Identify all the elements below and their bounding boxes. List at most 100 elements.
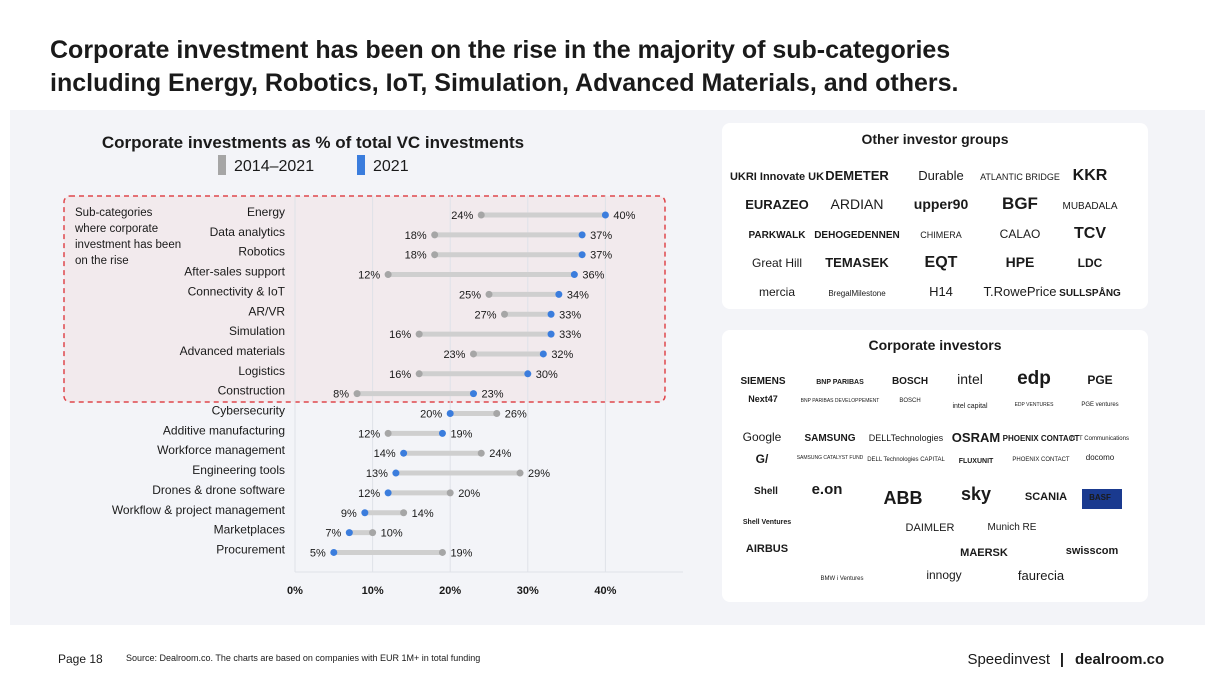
category-label: Drones & drone software <box>152 483 285 497</box>
investor-logo: FLUXUNIT <box>959 458 994 465</box>
value-label: 23% <box>443 349 465 361</box>
card-title: Other investor groups <box>861 131 1008 147</box>
investor-logo: sky <box>961 484 991 504</box>
page-number: Page 18 <box>58 652 103 666</box>
dot <box>384 271 392 279</box>
investor-logo: EDP VENTURES <box>1015 402 1054 408</box>
value-label: 25% <box>459 289 481 301</box>
x-tick-label: 10% <box>362 585 384 597</box>
investor-logo: EURAZEO <box>745 197 809 212</box>
investor-logo: CALAO <box>1000 227 1041 241</box>
investor-logo: SAMSUNG CATALYST FUND <box>797 455 864 461</box>
value-label: 27% <box>474 309 496 321</box>
source-note: Source: Dealroom.co. The charts are base… <box>126 653 480 663</box>
investor-logo: KKR <box>1073 167 1108 184</box>
investor-logo: ATLANTIC BRIDGE <box>980 172 1060 182</box>
investor-logo: DEMETER <box>825 168 889 183</box>
value-label: 24% <box>451 210 473 222</box>
dot <box>438 548 446 556</box>
investor-logo: MAERSK <box>960 547 1008 559</box>
value-label: 40% <box>613 210 635 222</box>
investor-logo: DEHOGEDENNEN <box>814 230 900 241</box>
value-label: 12% <box>358 488 380 500</box>
annotation: where corporate <box>74 223 158 235</box>
category-label: AR/VR <box>248 304 285 318</box>
value-label: 26% <box>505 409 527 421</box>
x-tick-label: 0% <box>287 585 303 597</box>
dot <box>570 271 578 279</box>
investor-logo: PHOENIX CONTACT <box>1003 434 1080 443</box>
dot <box>446 410 454 417</box>
investor-logo: Shell <box>754 486 778 497</box>
investor-logo: PGE <box>1087 373 1112 387</box>
legend-label: 2014–2021 <box>234 158 314 175</box>
investor-logo: ARDIAN <box>831 196 884 212</box>
value-label: 13% <box>366 468 388 480</box>
value-label: 36% <box>582 270 604 282</box>
investor-logo: MUBADALA <box>1062 201 1117 212</box>
value-label: 14% <box>412 508 434 520</box>
separator: | <box>1060 651 1064 668</box>
value-label: 18% <box>405 250 427 262</box>
dot <box>384 489 392 497</box>
category-label: Marketplaces <box>214 523 285 537</box>
investor-logo: PGE ventures <box>1081 402 1118 408</box>
investor-logo: intel capital <box>952 403 987 410</box>
value-label: 23% <box>481 389 503 401</box>
investor-logo: G/ <box>756 452 769 466</box>
category-label: Connectivity & IoT <box>188 284 286 298</box>
dot <box>516 469 524 477</box>
logo-box <box>1082 489 1122 509</box>
legend-swatch <box>357 155 365 175</box>
investor-logo: DELLTechnologies <box>869 433 944 443</box>
category-label: After-sales support <box>184 265 285 279</box>
investor-logo: PARKWALK <box>748 230 806 241</box>
dot <box>601 211 609 219</box>
investor-logo: BOSCH <box>899 398 920 404</box>
card-title: Corporate investors <box>868 337 1001 353</box>
value-label: 9% <box>341 508 357 520</box>
x-tick-label: 40% <box>594 585 616 597</box>
value-label: 7% <box>325 528 341 540</box>
category-label: Cybersecurity <box>212 404 285 418</box>
dot <box>353 390 361 398</box>
dot <box>361 509 369 517</box>
category-label: Workflow & project management <box>112 503 286 517</box>
dot <box>415 330 423 338</box>
value-label: 32% <box>551 349 573 361</box>
investor-logo: AIRBUS <box>746 543 788 555</box>
annotation: Sub-categories <box>75 207 153 219</box>
dot <box>469 390 477 398</box>
dot <box>547 310 555 318</box>
corporate-investors-card <box>722 330 1148 602</box>
investor-logo: docomo <box>1086 453 1115 462</box>
investor-logo: innogy <box>926 568 961 582</box>
investor-logo: LDC <box>1078 256 1103 270</box>
dot <box>578 231 586 239</box>
investor-logo: UKRI Innovate UK <box>730 171 824 183</box>
investor-logo: BNP PARIBAS <box>816 379 864 386</box>
investor-logo: BMW i Ventures <box>820 576 863 582</box>
dot <box>501 310 509 318</box>
dot <box>485 290 493 298</box>
investor-logo: DAIMLER <box>906 522 955 534</box>
category-label: Logistics <box>238 364 285 378</box>
dot <box>384 429 392 437</box>
investor-logo: CHIMERA <box>920 230 962 240</box>
category-label: Robotics <box>238 245 285 259</box>
dot <box>578 251 586 259</box>
dot <box>369 529 377 537</box>
value-label: 20% <box>458 488 480 500</box>
investor-logo: ABB <box>884 488 923 508</box>
dot <box>477 449 485 457</box>
category-label: Advanced materials <box>180 344 285 358</box>
investor-logo: EQT <box>925 254 958 271</box>
value-label: 12% <box>358 270 380 282</box>
investor-logo: BNP PARIBAS DEVELOPPEMENT <box>801 398 880 404</box>
value-label: 16% <box>389 369 411 381</box>
investor-logo: SAMSUNG <box>804 433 855 444</box>
highlight-box <box>63 195 666 403</box>
investor-logo: Shell Ventures <box>743 519 791 526</box>
brand: dealroom.co <box>1075 651 1164 668</box>
dot <box>493 410 501 417</box>
